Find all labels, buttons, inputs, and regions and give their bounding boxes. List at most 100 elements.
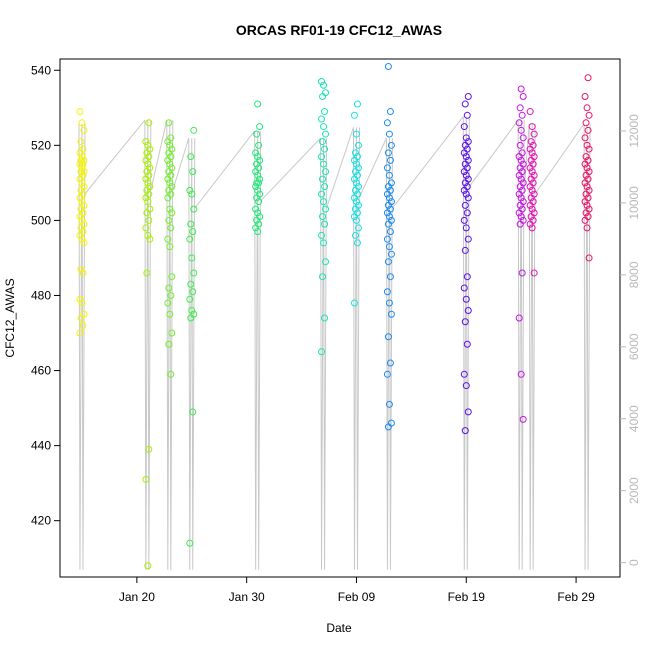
data-point [350,299,358,307]
data-point [254,186,262,194]
data-point [318,153,326,161]
data-point [386,156,394,164]
data-point [383,288,391,296]
data-point [77,314,85,322]
altitude-transit [359,137,387,198]
data-point [144,179,152,187]
data-point [460,216,468,224]
data-point [528,149,536,157]
data-point [253,160,261,168]
data-point [80,168,88,176]
data-point [585,145,593,153]
data-point [165,149,173,157]
data-point [463,209,471,217]
data-point [188,254,196,262]
data-point [188,190,196,198]
data-point [252,224,260,232]
data-point [527,175,535,183]
data-point [516,220,524,228]
data-point [186,235,194,243]
x-tick-label: Feb 29 [557,590,595,604]
data-point [77,138,85,146]
data-point [351,149,359,157]
data-point [143,168,151,176]
left-y-axis: 420 440 460 480 500 520 540 [31,63,60,528]
data-point [77,168,85,176]
data-point [581,160,589,168]
data-point [167,370,175,378]
data-point [515,153,523,161]
x-tick-label: Feb 19 [448,590,486,604]
data-point [164,299,172,307]
data-point [517,194,525,202]
data-point [252,183,260,191]
data-point [383,370,391,378]
y-tick-label: 480 [31,288,51,302]
data-point [581,93,589,101]
data-point [253,216,261,224]
data-point [187,220,195,228]
data-point [515,171,523,179]
data-point [461,100,469,108]
data-point [76,194,84,202]
altitude-profile-lines [78,116,591,570]
data-point [584,74,592,82]
data-point [582,153,590,161]
data-point [187,153,195,161]
plot-frame [59,58,621,578]
data-point [461,427,469,435]
data-point [164,138,172,146]
data-point [581,134,589,142]
data-point [255,141,263,149]
data-point [164,175,172,183]
data-point [462,295,470,303]
data-point [461,246,469,254]
data-point [386,359,394,367]
data-point [165,186,173,194]
data-point [253,179,261,187]
data-point [584,126,592,134]
data-point [321,314,329,322]
data-point [166,141,174,149]
data-point [386,273,394,281]
data-point [142,156,150,164]
data-point [80,126,88,134]
data-point [516,164,524,172]
data-point [252,168,260,176]
altitude-profile [462,116,470,570]
data-point [517,85,525,93]
data-point [318,78,326,86]
data-point [384,220,392,228]
data-point [321,108,329,116]
data-point [519,93,527,101]
data-point [167,291,175,299]
data-point [320,239,328,247]
data-point [528,168,536,176]
data-point [79,269,87,277]
data-point [462,134,470,142]
y2-tick-label: 4000 [627,405,641,432]
data-point [186,295,194,303]
data-point [460,370,468,378]
data-point [80,156,88,164]
data-point [519,134,527,142]
data-point [76,108,84,116]
data-point [354,224,362,232]
y-tick-label: 420 [31,514,51,528]
y2-tick-label: 8000 [627,261,641,288]
data-point [526,108,534,116]
y2-tick-label: 6000 [627,333,641,360]
data-point [318,348,326,356]
data-point [519,415,527,423]
data-point [190,205,198,213]
data-point [350,194,358,202]
data-point [165,340,173,348]
data-point [464,194,472,202]
data-point [186,186,194,194]
data-point [354,141,362,149]
data-point [526,220,534,228]
data-point [384,183,392,191]
x-axis-label: Date [326,621,352,635]
data-point [189,168,197,176]
data-point [190,269,198,277]
